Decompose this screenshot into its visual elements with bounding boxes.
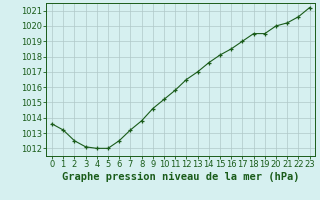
X-axis label: Graphe pression niveau de la mer (hPa): Graphe pression niveau de la mer (hPa) (62, 172, 300, 182)
